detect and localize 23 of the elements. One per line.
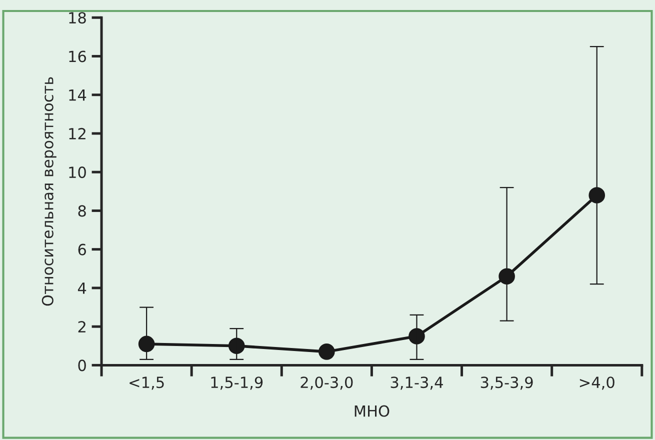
y-tick-label: 18 (69, 12, 86, 24)
point (588, 187, 606, 204)
x-axis-title: МНО (354, 405, 390, 417)
x-tick-label: 1,5-1,9 (211, 376, 263, 390)
x-tick-label: 2,0-3,0 (300, 376, 353, 390)
y-tick-label: 2 (78, 321, 86, 332)
point (498, 268, 515, 285)
y-tick-label: 8 (78, 205, 86, 217)
y-tick-label: 6 (78, 244, 86, 256)
y-tick-label: 0 (78, 360, 86, 372)
y-tick-label: 16 (69, 50, 86, 62)
point (228, 338, 245, 354)
y-tick-label: 12 (69, 128, 86, 140)
y-tick-label: 4 (78, 282, 86, 294)
x-tick-label: >4,0 (580, 376, 614, 390)
x-tick-label: 3,5-3,9 (480, 376, 533, 390)
x-tick-label: <1,5 (130, 376, 164, 390)
y-tick-label: 10 (69, 166, 86, 178)
x-tick-label: 3,1-3,4 (390, 376, 443, 390)
y-tick-label: 14 (69, 90, 86, 101)
point (138, 336, 155, 352)
y-axis-title: Относительная вероятность (42, 77, 56, 306)
point (318, 344, 335, 360)
